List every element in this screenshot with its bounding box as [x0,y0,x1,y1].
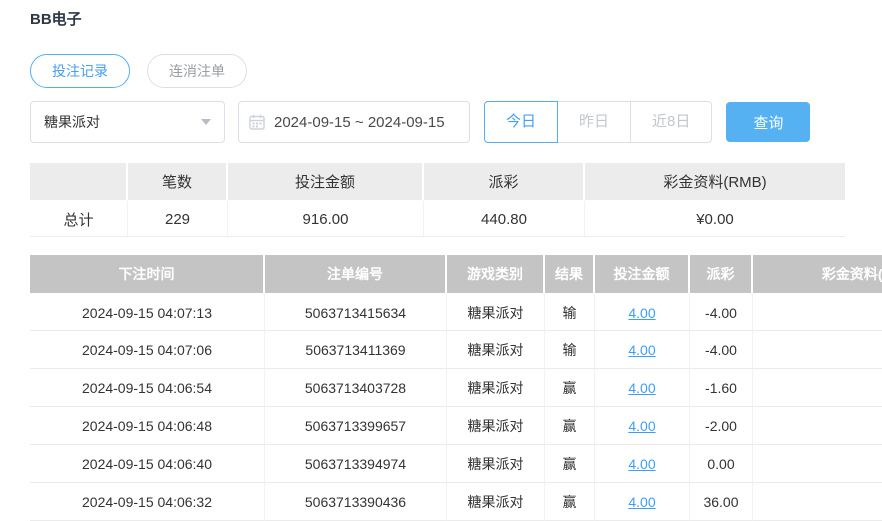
result: 输 [545,293,595,331]
table-row: 2024-09-15 04:07:13 5063713415634 糖果派对 输… [30,293,882,331]
summary-header-bonus: 彩金资料(RMB) [585,163,845,200]
last-8-days-button[interactable]: 近8日 [630,101,713,143]
order-id: 5063713403728 [265,369,447,407]
bet-amount-link[interactable]: 4.00 [628,341,656,358]
records-header-bonus: 彩金资料(RMB) [753,255,882,293]
summary-header-row: 笔数 投注金额 派彩 彩金资料(RMB) [30,163,845,200]
payout: 36.00 [690,483,753,521]
date-range-input[interactable]: 2024-09-15 ~ 2024-09-15 [238,101,470,143]
game-type: 糖果派对 [447,483,545,521]
summary-header-blank [30,163,128,200]
result: 赢 [545,483,595,521]
game-type: 糖果派对 [447,369,545,407]
summary-header-payout: 派彩 [424,163,585,200]
filter-bar: 糖果派对 2024-09-15 ~ 2024-09-15 今日 昨日 近8日 查… [30,101,882,143]
summary-total-bonus: ¥0.00 [585,200,845,237]
result: 赢 [545,407,595,445]
table-row: 2024-09-15 04:06:54 5063713403728 糖果派对 赢… [30,369,882,407]
bet-amount-link[interactable]: 4.00 [628,417,656,434]
order-id: 5063713394974 [265,445,447,483]
records-header-result: 结果 [545,255,595,293]
records-header-order-id: 注单编号 [265,255,447,293]
bonus [753,445,882,483]
summary-total-payout: 440.80 [424,200,585,237]
summary-header-count: 笔数 [128,163,228,200]
bonus [753,331,882,369]
bet-time: 2024-09-15 04:07:13 [30,293,265,331]
calendar-icon [249,114,265,130]
summary-total-label: 总计 [30,200,128,237]
search-button[interactable]: 查询 [726,102,811,142]
page-title: BB电子 [30,11,82,28]
yesterday-button[interactable]: 昨日 [557,101,632,143]
game-select-value: 糖果派对 [44,114,100,130]
chevron-down-icon [201,119,211,125]
order-id: 5063713411369 [265,331,447,369]
payout: 0.00 [690,445,753,483]
bet-amount-link[interactable]: 4.00 [628,304,656,321]
payout: -4.00 [690,293,753,331]
bet-amount-link[interactable]: 4.00 [628,379,656,396]
game-select[interactable]: 糖果派对 [30,101,225,143]
records-header-game: 游戏类别 [447,255,545,293]
payout: -1.60 [690,369,753,407]
quick-date-button-group: 今日 昨日 近8日 [484,101,713,143]
records-table: 下注时间 注单编号 游戏类别 结果 投注金额 派彩 彩金资料(RMB) 2024… [30,255,882,521]
bonus [753,369,882,407]
bet-time: 2024-09-15 04:06:32 [30,483,265,521]
bonus [753,407,882,445]
result: 输 [545,331,595,369]
game-type: 糖果派对 [447,445,545,483]
order-id: 5063713390436 [265,483,447,521]
bet-time: 2024-09-15 04:07:06 [30,331,265,369]
records-header-row: 下注时间 注单编号 游戏类别 结果 投注金额 派彩 彩金资料(RMB) [30,255,882,293]
table-row: 2024-09-15 04:06:32 5063713390436 糖果派对 赢… [30,483,882,521]
bonus [753,293,882,331]
summary-table: 笔数 投注金额 派彩 彩金资料(RMB) 总计 229 916.00 440.8… [30,163,845,237]
result: 赢 [545,445,595,483]
game-type: 糖果派对 [447,331,545,369]
tab-bet-records[interactable]: 投注记录 [30,54,130,88]
summary-header-bet-amount: 投注金额 [228,163,424,200]
date-range-value: 2024-09-15 ~ 2024-09-15 [274,113,445,131]
bet-time: 2024-09-15 04:06:48 [30,407,265,445]
result: 赢 [545,369,595,407]
tab-bar: 投注记录 连消注单 [30,54,882,88]
table-row: 2024-09-15 04:06:40 5063713394974 糖果派对 赢… [30,445,882,483]
table-row: 2024-09-15 04:07:06 5063713411369 糖果派对 输… [30,331,882,369]
records-header-time: 下注时间 [30,255,265,293]
tab-cancelled-orders[interactable]: 连消注单 [147,54,247,88]
records-header-bet: 投注金额 [595,255,690,293]
table-row: 2024-09-15 04:06:48 5063713399657 糖果派对 赢… [30,407,882,445]
payout: -2.00 [690,407,753,445]
summary-total-count: 229 [128,200,228,237]
bet-amount-link[interactable]: 4.00 [628,493,656,510]
bet-time: 2024-09-15 04:06:54 [30,369,265,407]
today-button[interactable]: 今日 [484,101,559,143]
payout: -4.00 [690,331,753,369]
summary-total-row: 总计 229 916.00 440.80 ¥0.00 [30,200,845,237]
records-header-payout: 派彩 [690,255,753,293]
order-id: 5063713415634 [265,293,447,331]
game-type: 糖果派对 [447,407,545,445]
bet-amount-link[interactable]: 4.00 [628,455,656,472]
order-id: 5063713399657 [265,407,447,445]
summary-total-bet-amount: 916.00 [228,200,424,237]
bonus [753,483,882,521]
bet-time: 2024-09-15 04:06:40 [30,445,265,483]
game-type: 糖果派对 [447,293,545,331]
